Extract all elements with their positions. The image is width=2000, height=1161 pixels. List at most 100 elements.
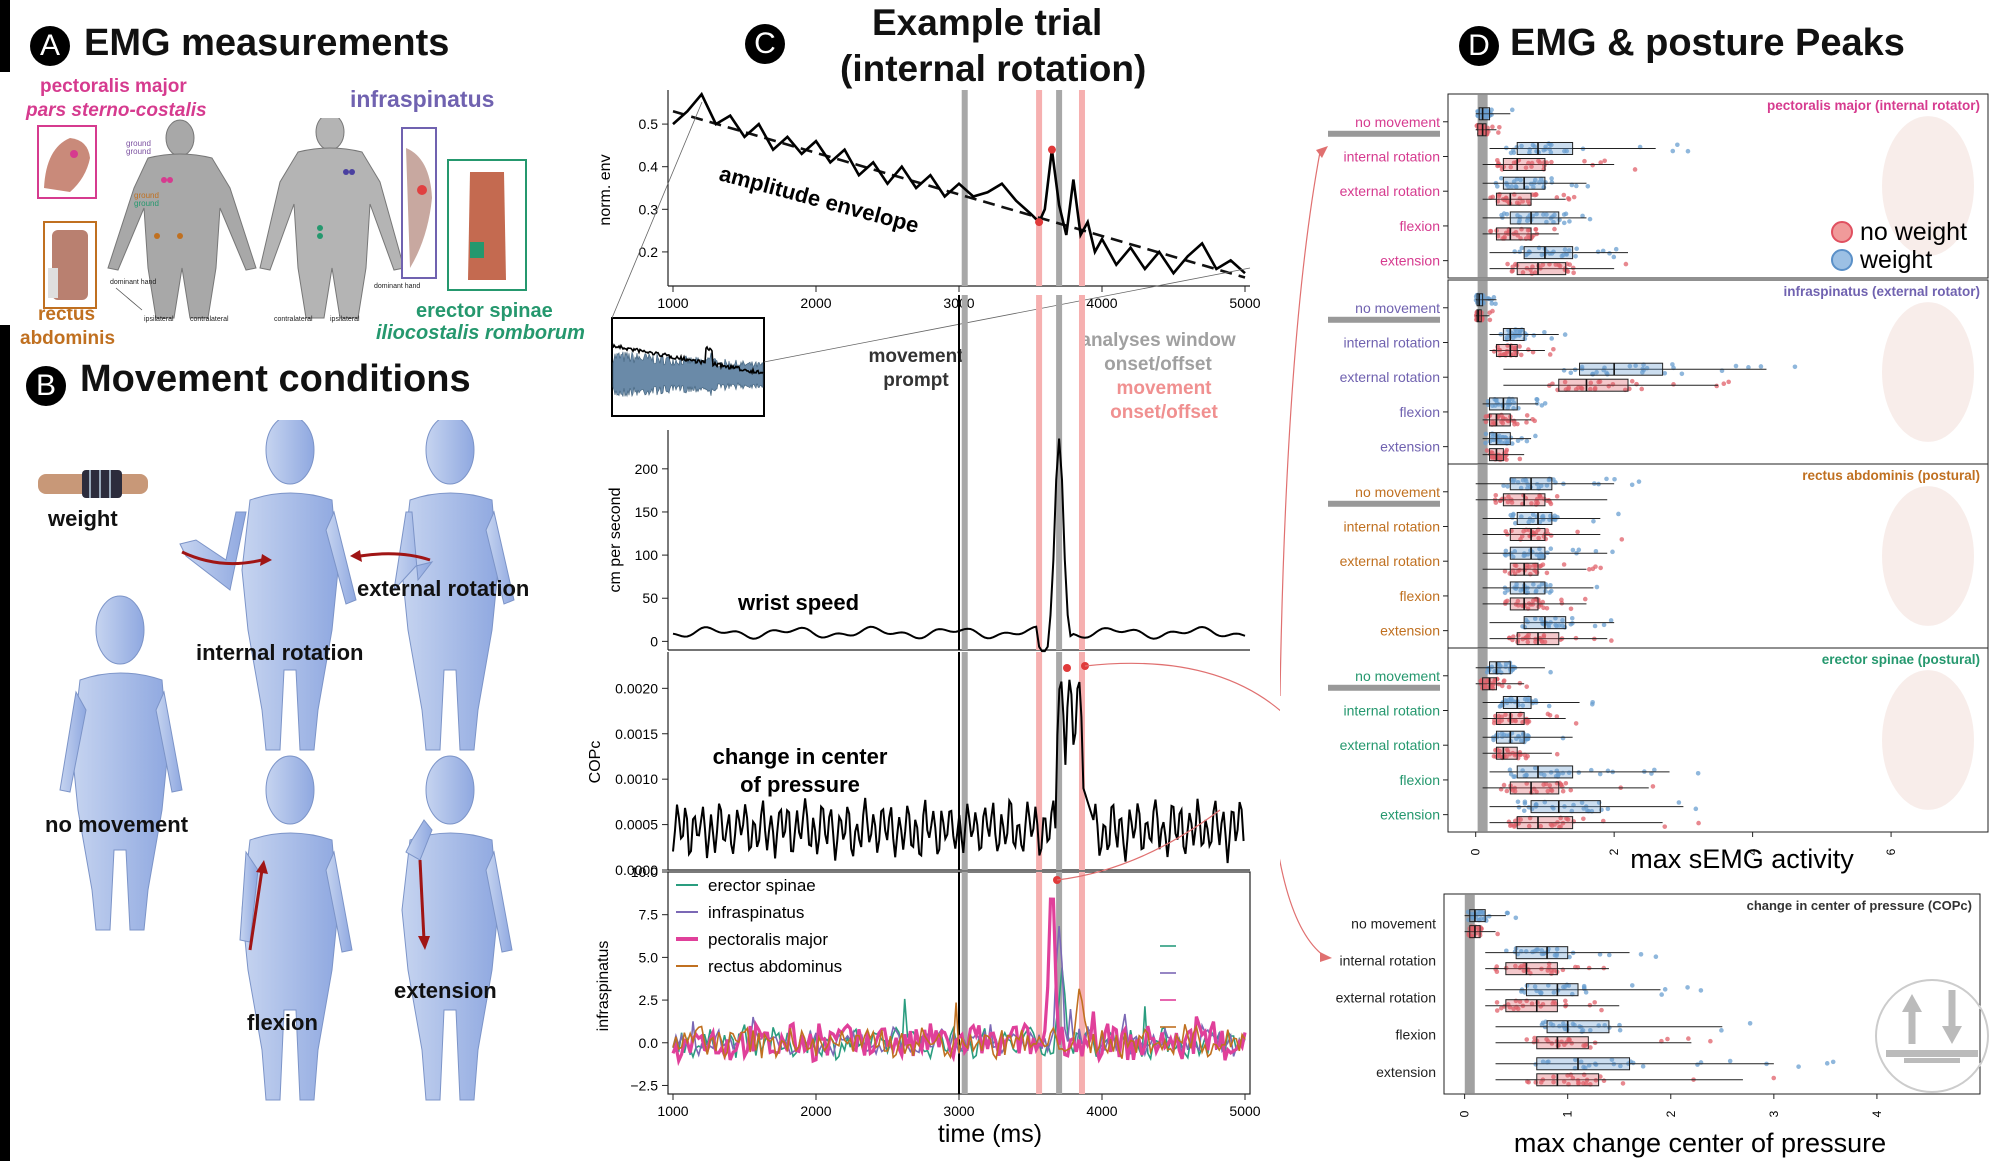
external-rotation-arrowhead xyxy=(350,550,362,562)
box-iqr xyxy=(1516,141,1574,155)
peak-datapoint xyxy=(1480,293,1486,298)
no-movement-underline xyxy=(1328,500,1440,507)
peak-datapoint xyxy=(1490,308,1495,314)
cop-line xyxy=(672,679,1245,864)
external-rotation-label: external rotation xyxy=(357,576,530,601)
movement-onset-label-1: movement xyxy=(1116,378,1212,399)
cop-datapoint xyxy=(1588,1045,1593,1050)
condition-label: flexion xyxy=(1400,404,1440,420)
peak-datapoint xyxy=(1513,718,1518,724)
muscle-anatomy-picture xyxy=(1882,302,1974,442)
back-electrode-purple-dot-2 xyxy=(349,169,355,175)
ground-label-1: ground xyxy=(126,139,151,148)
peak-datapoint xyxy=(1502,590,1508,596)
cop-condition-label: extension xyxy=(1376,1064,1436,1080)
peak-datapoint xyxy=(1509,441,1515,446)
extension-arrowhead xyxy=(418,936,430,950)
dominant-hand-label-right: dominant hand xyxy=(374,283,420,290)
peak-datapoint xyxy=(1515,421,1520,427)
panel-b-badge: B xyxy=(26,366,66,406)
peak-datapoint xyxy=(1607,251,1612,256)
peak-datapoint xyxy=(1484,448,1490,453)
speed-ytick-label: 100 xyxy=(635,547,659,563)
infraspinatus-label: infraspinatus xyxy=(350,86,495,112)
peak-datapoint xyxy=(1576,385,1581,390)
peak-datapoint xyxy=(1662,824,1668,829)
peak-datapoint xyxy=(1571,194,1577,200)
pectoralis-sublabel: pars sterno-costalis xyxy=(26,100,207,121)
peak-datapoint xyxy=(1505,499,1511,505)
peak-datapoint xyxy=(1558,782,1564,787)
peak-datapoint xyxy=(1507,635,1512,641)
peak-datapoint xyxy=(1675,142,1680,148)
peak-datapoint xyxy=(1530,512,1536,517)
peak-datapoint xyxy=(1597,771,1603,777)
peak-datapoint xyxy=(1595,249,1601,255)
peak-datapoint xyxy=(1590,699,1595,705)
cop-datapoint xyxy=(1599,1007,1604,1013)
cop-datapoint xyxy=(1601,1078,1607,1083)
left-edge-bar-bottom xyxy=(0,325,10,1161)
peak-datapoint xyxy=(1512,774,1518,779)
peak-datapoint xyxy=(1602,158,1607,164)
peak-datapoint xyxy=(1508,150,1514,156)
peak-datapoint xyxy=(1483,440,1488,446)
emg-series-line xyxy=(672,988,1246,1061)
speed-subplot: 200 150 100 50 0 cm per second wrist speed xyxy=(607,295,1250,653)
cop-xtick-label: 2 xyxy=(1664,1110,1678,1117)
peak-datapoint xyxy=(1639,386,1645,392)
peak-datapoint xyxy=(1483,414,1489,419)
peak-datapoint xyxy=(1549,176,1554,181)
peak-datapoint xyxy=(1554,494,1560,499)
cop-datapoint xyxy=(1583,990,1589,995)
peak-datapoint xyxy=(1568,787,1574,793)
peaks-subplot-title: erector spinae (postural) xyxy=(1822,652,1980,667)
peak-datapoint xyxy=(1505,261,1510,267)
condition-label: external rotation xyxy=(1340,369,1440,385)
ground-label-3: ground xyxy=(134,191,159,200)
peak-datapoint xyxy=(1500,415,1506,421)
peak-datapoint xyxy=(1511,477,1517,483)
contralateral-label-left: contralateral xyxy=(190,316,229,323)
ground-label-4: ground xyxy=(134,199,159,208)
cop-datapoint xyxy=(1524,1079,1530,1084)
peak-datapoint xyxy=(1592,387,1598,392)
peak-datapoint xyxy=(1548,582,1553,588)
analysis-window-line xyxy=(961,652,968,870)
analysis-window-line xyxy=(1056,652,1063,870)
peak-datapoint xyxy=(1549,336,1554,341)
peak-datapoint xyxy=(1563,781,1569,786)
panel-c-title-line1: Example trial xyxy=(872,2,1103,43)
peak-datapoint xyxy=(1539,581,1545,587)
peak-datapoint xyxy=(1525,639,1531,645)
peak-datapoint xyxy=(1758,364,1764,369)
speed-ytick-label: 0 xyxy=(650,633,658,649)
peak-datapoint xyxy=(1508,512,1514,518)
peak-datapoint xyxy=(1590,162,1595,168)
cop-datapoint xyxy=(1698,988,1704,993)
cop-box-iqr xyxy=(1469,909,1486,923)
cop-datapoint xyxy=(1578,1025,1584,1030)
cop-box-iqr xyxy=(1505,962,1558,976)
envelope-onset-marker xyxy=(1035,218,1044,227)
movement-onset-line xyxy=(1078,872,1085,1094)
peak-datapoint xyxy=(1491,454,1497,460)
peak-datapoint xyxy=(1565,269,1571,274)
cop-datapoint xyxy=(1554,946,1560,952)
peak-datapoint xyxy=(1523,165,1529,170)
peak-datapoint xyxy=(1696,820,1701,826)
movement-onset-label-2: onset/offset xyxy=(1110,402,1218,423)
peak-datapoint xyxy=(1598,565,1603,571)
peak-datapoint xyxy=(1562,247,1568,252)
cop-datapoint xyxy=(1494,1008,1500,1013)
peak-datapoint xyxy=(1532,144,1537,149)
peak-datapoint xyxy=(1726,379,1731,385)
peak-datapoint xyxy=(1567,219,1572,224)
peak-datapoint xyxy=(1547,352,1553,357)
link-arrow-emg xyxy=(1280,151,1321,697)
envelope-ytick-label: 0.5 xyxy=(639,116,659,132)
peak-datapoint xyxy=(1512,818,1518,824)
box-iqr xyxy=(1516,262,1567,276)
cop-datapoint xyxy=(1578,1059,1584,1065)
erector-sublabel: iliocostalis romborum xyxy=(376,322,585,344)
